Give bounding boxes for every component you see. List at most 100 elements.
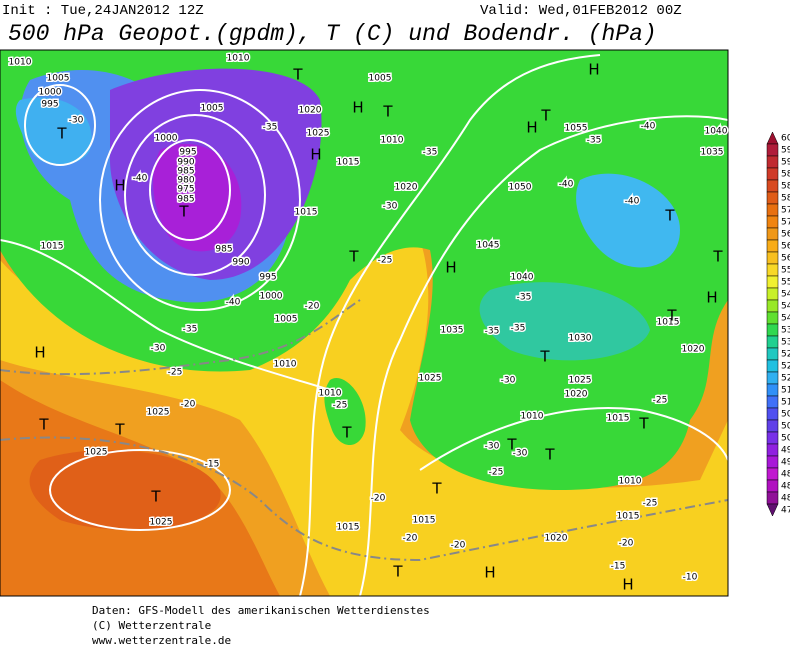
isobar-label: 1010 xyxy=(9,58,32,68)
warm-core xyxy=(29,450,221,530)
isobar-label: 1040 xyxy=(511,273,534,283)
colorbar-label: 600 xyxy=(781,134,790,144)
colorbar-swatch xyxy=(766,275,779,289)
pressure-center: H xyxy=(114,177,125,195)
isobar-label: 1015 xyxy=(607,414,630,424)
colorbar-swatch xyxy=(766,251,779,265)
pressure-center: H xyxy=(526,119,537,137)
pressure-center: T xyxy=(292,66,303,84)
isobar-label: 1015 xyxy=(295,208,318,218)
isotherm-label: -35 xyxy=(517,293,532,303)
isotherm xyxy=(0,299,361,376)
isobar-label: 995 xyxy=(179,148,196,158)
colorbar-label: 484 xyxy=(781,482,790,492)
colorbar-swatch xyxy=(766,191,779,205)
isobar-label: 1025 xyxy=(150,518,173,528)
pressure-center: H xyxy=(310,146,321,164)
colorbar-swatch xyxy=(766,407,779,421)
colorbar-label: 504 xyxy=(781,422,790,432)
isobar xyxy=(359,115,728,596)
isobar-label: 1010 xyxy=(319,389,342,399)
isotherm-label: -40 xyxy=(559,180,574,190)
footer-copyright: (C) Wetterzentrale xyxy=(92,619,211,632)
colorbar-swatch xyxy=(766,431,779,445)
colorbar-label: 528 xyxy=(781,350,790,360)
isobar-label: 1035 xyxy=(441,326,464,336)
colorbar-swatch xyxy=(766,263,779,277)
isobar-label: 1010 xyxy=(227,54,250,64)
colorbar-swatch xyxy=(766,491,779,505)
isotherm-label: -20 xyxy=(619,539,634,549)
pressure-center: H xyxy=(352,99,363,117)
isobar-label: 1020 xyxy=(299,106,322,116)
isobar-label: 990 xyxy=(232,258,249,268)
colorbar-label: 532 xyxy=(781,338,790,348)
colorbar-label: 508 xyxy=(781,410,790,420)
isobar-label: 1015 xyxy=(413,516,436,526)
isotherm-label: -15 xyxy=(611,562,626,572)
cold-pocket xyxy=(324,378,366,445)
pressure-center: T xyxy=(382,103,393,121)
pressure-center: H xyxy=(445,259,456,277)
colorbar-label: 516 xyxy=(781,386,790,396)
init-time: Init : Tue,24JAN2012 12Z xyxy=(2,3,204,19)
pressure-center: H xyxy=(588,61,599,79)
colorbar-label: 492 xyxy=(781,458,790,468)
colorbar-swatch xyxy=(766,323,779,337)
isobar-label: 1005 xyxy=(369,74,392,84)
isotherm-label: -20 xyxy=(403,534,418,544)
isobar-label: 1020 xyxy=(565,390,588,400)
isotherm-label: -15 xyxy=(205,460,220,470)
isobar-label: 1025 xyxy=(307,129,330,139)
colorbar-label: 584 xyxy=(781,182,790,192)
isobar-label: 1055 xyxy=(565,124,588,134)
isobar-label: 1015 xyxy=(337,158,360,168)
map-frame xyxy=(0,49,729,597)
pressure-center: T xyxy=(150,488,161,506)
colorbar-swatch xyxy=(766,371,779,385)
colorbar-swatch xyxy=(766,203,779,217)
colorbar-swatch xyxy=(766,311,779,325)
pressure-center: T xyxy=(664,207,675,225)
colorbar-swatch xyxy=(766,167,779,181)
isotherm-label: -30 xyxy=(501,376,516,386)
isotherm-label: -40 xyxy=(133,174,148,184)
isobar-label: 1000 xyxy=(39,88,62,98)
isobar-label: 985 xyxy=(215,245,232,255)
isobar-label: 995 xyxy=(259,273,276,283)
pressure-center: H xyxy=(484,564,495,582)
isobar xyxy=(299,54,601,596)
isobar-label: 1040 xyxy=(705,127,728,137)
isobar-label: 1010 xyxy=(521,412,544,422)
footer-data-source: Daten: GFS-Modell des amerikanischen Wet… xyxy=(92,604,430,617)
isotherm-label: -30 xyxy=(485,442,500,452)
isotherm-label: -10 xyxy=(683,573,698,583)
map-title: 500 hPa Geopot.(gpdm), T (C) und Bodendr… xyxy=(8,21,657,47)
isobar-label: 1025 xyxy=(147,408,170,418)
pressure-center: T xyxy=(506,436,517,454)
cold-pool-east xyxy=(576,173,680,268)
colorbar-swatch xyxy=(766,239,779,253)
isotherm-label: -25 xyxy=(378,256,393,266)
cold-pool-west xyxy=(15,97,92,165)
pressure-center: H xyxy=(706,289,717,307)
isobar-label: 985 xyxy=(177,195,194,205)
colorbar-swatch xyxy=(766,299,779,313)
isotherm-label: -35 xyxy=(263,123,278,133)
isobar-label: 1015 xyxy=(617,512,640,522)
isobar-label: 1020 xyxy=(395,183,418,193)
colorbar-label: 496 xyxy=(781,446,790,456)
isobar xyxy=(24,84,96,166)
colorbar-label: 548 xyxy=(781,290,790,300)
colorbar-label: 520 xyxy=(781,374,790,384)
pressure-center: T xyxy=(348,248,359,266)
colorbar-label: 500 xyxy=(781,434,790,444)
pressure-center: T xyxy=(392,563,403,581)
isobar-label: 1015 xyxy=(337,523,360,533)
isotherm-label: -20 xyxy=(181,400,196,410)
colorbar-swatch xyxy=(766,359,779,373)
colorbar-swatch xyxy=(766,419,779,433)
